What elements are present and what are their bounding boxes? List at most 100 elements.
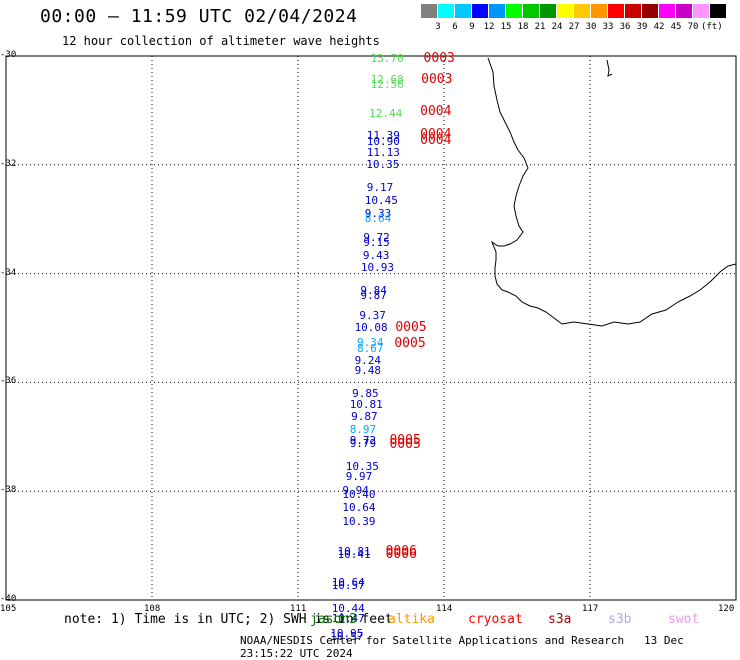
scale-tick-label: 39 <box>636 22 648 32</box>
credit-text: NOAA/NESDIS Center for Satellite Applica… <box>240 634 625 647</box>
wave-height-value: 9.48 <box>354 364 382 378</box>
pass-time-label: 0006 <box>385 547 417 563</box>
scale-swatch <box>489 4 505 18</box>
wave-height-value: 12.68 <box>370 72 404 86</box>
longitude-label: 108 <box>144 604 161 614</box>
wave-height-value: 9.34 <box>357 336 384 350</box>
latitude-label: -40 <box>0 594 17 604</box>
wave-height-value: 12.44 <box>369 106 403 120</box>
wave-height-value: 9.17 <box>366 180 394 194</box>
satellite-legend-entry: jason3 <box>310 612 357 627</box>
pass-time-label: 0005 <box>395 319 427 335</box>
scale-tick-label: 27 <box>568 22 580 32</box>
wave-height-value: 10.40 <box>342 488 376 502</box>
wave-height-value: 10.39 <box>342 514 376 528</box>
footer-credit: NOAA/NESDIS Center for Satellite Applica… <box>240 634 740 660</box>
scale-tick-label: 70 <box>687 22 699 32</box>
wave-height-value: 8.97 <box>349 423 377 437</box>
wave-height-value: 10.35 <box>366 157 400 171</box>
scale-swatch <box>625 4 641 18</box>
wave-height-value: 9.37 <box>359 309 386 323</box>
pass-time-label: 0003 <box>423 51 455 67</box>
wave-height-value: 9.97 <box>345 469 373 483</box>
scale-tick-label: 24 <box>551 22 563 32</box>
wave-height-value: 10.64 <box>331 575 365 589</box>
wave-height-value: 8.64 <box>364 212 392 226</box>
island-coastline <box>606 59 613 77</box>
latitude-label: -36 <box>0 376 17 387</box>
satellite-legend-entry: swot <box>668 612 700 627</box>
scale-tick-label: 21 <box>534 22 546 32</box>
pass-time-label: 0005 <box>389 433 421 449</box>
scale-unit: (ft) <box>701 22 723 32</box>
scale-swatch <box>540 4 556 18</box>
map-frame <box>5 55 737 601</box>
scale-tick-label: 45 <box>670 22 682 32</box>
wave-height-value: 10.57 <box>330 629 364 643</box>
pass-time-label: 0005 <box>389 437 421 453</box>
pass-time-label: 0004 <box>420 127 452 143</box>
page-subtitle: 12 hour collection of altimeter wave hei… <box>62 34 380 48</box>
satellite-legend-entry: altika <box>388 612 435 627</box>
wave-height-value: 9.24 <box>354 353 382 367</box>
scale-swatch <box>506 4 522 18</box>
wave-height-value: 11.13 <box>366 145 400 159</box>
scale-tick-label: 3 <box>435 22 441 32</box>
scale-swatch <box>523 4 539 18</box>
scale-swatch <box>421 4 437 18</box>
scale-tick-label: 9 <box>469 22 475 32</box>
pass-time-label: 0006 <box>385 544 417 560</box>
wave-height-value: 9.43 <box>362 249 390 263</box>
pass-time-label: 0005 <box>394 336 426 352</box>
australia-coastline <box>487 57 737 327</box>
scale-swatch <box>557 4 573 18</box>
scale-tick-label: 36 <box>619 22 631 32</box>
wave-height-value: 12.56 <box>370 78 404 92</box>
wave-height-value: 10.45 <box>364 193 398 207</box>
latitude-label: -34 <box>0 267 17 278</box>
wave-height-value: 10.90 <box>366 134 400 148</box>
scale-swatch <box>472 4 488 18</box>
wave-height-value: 10.41 <box>337 548 371 562</box>
scale-tick-label: 18 <box>517 22 529 32</box>
scale-swatch <box>676 4 692 18</box>
wave-height-value: 13.70 <box>370 52 404 66</box>
scale-tick-label: 15 <box>500 22 512 32</box>
longitude-label: 120 <box>718 604 735 614</box>
wave-height-value: 10.57 <box>331 578 365 592</box>
wave-height-value: 9.84 <box>360 283 387 297</box>
scale-tick-label: 33 <box>602 22 614 32</box>
pass-time-label: 0004 <box>420 132 452 148</box>
wave-height-value: 9.72 <box>349 434 377 448</box>
pass-time-label: 0004 <box>420 104 452 120</box>
scale-tick-label: 6 <box>452 22 458 32</box>
page-title: 00:00 – 11:59 UTC 02/04/2024 <box>40 6 358 27</box>
wave-height-value: 10.95 <box>330 626 364 640</box>
scale-tick-label: 12 <box>483 22 495 32</box>
longitude-label: 117 <box>582 604 599 614</box>
wave-height-value: 10.44 <box>331 601 365 615</box>
latitude-label: -32 <box>0 158 17 169</box>
wave-height-value: 11.39 <box>366 129 400 143</box>
wave-height-value: 10.93 <box>360 261 395 275</box>
wave-height-value: 9.79 <box>349 437 377 451</box>
longitude-label: 111 <box>290 604 307 614</box>
wave-height-value: 9.87 <box>351 410 378 424</box>
longitude-label: 105 <box>0 604 17 614</box>
scale-swatch <box>642 4 658 18</box>
wave-height-value: 10.81 <box>349 397 383 411</box>
scale-swatch <box>608 4 624 18</box>
pass-time-label: 0003 <box>421 71 453 87</box>
wave-height-value: 10.47 <box>331 612 365 626</box>
satellite-legend-entry: s3a <box>548 612 572 627</box>
wave-height-value: 10.64 <box>342 500 376 514</box>
wave-height-value: 9.87 <box>360 289 387 303</box>
longitude-label: 114 <box>436 604 453 614</box>
wave-height-value: 10.08 <box>354 320 388 334</box>
scale-swatch <box>693 4 709 18</box>
scale-tick-label: 42 <box>653 22 665 32</box>
wave-height-value: 8.67 <box>357 341 384 355</box>
scale-swatch <box>438 4 454 18</box>
wave-height-value: 9.72 <box>363 230 390 244</box>
